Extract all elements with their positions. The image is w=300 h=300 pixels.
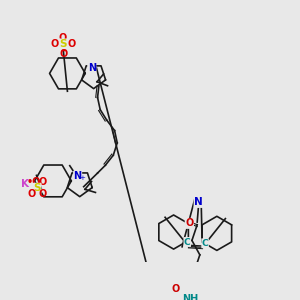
Text: O: O: [59, 33, 67, 43]
Text: O: O: [185, 218, 194, 228]
Text: +: +: [80, 175, 85, 181]
Text: NH: NH: [182, 294, 198, 300]
Text: N: N: [88, 63, 96, 73]
Text: O: O: [28, 189, 36, 199]
Text: O: O: [67, 39, 76, 49]
Text: –: –: [61, 46, 66, 56]
Text: C: C: [184, 238, 190, 247]
Text: C: C: [202, 239, 208, 248]
Text: O: O: [59, 49, 68, 59]
Text: O: O: [50, 39, 59, 49]
Text: S: S: [34, 183, 41, 193]
Text: K: K: [22, 179, 29, 189]
Text: O: O: [171, 284, 180, 294]
Text: O: O: [39, 178, 47, 188]
Text: S: S: [59, 39, 67, 49]
Text: N: N: [74, 171, 82, 181]
Text: •O: •O: [26, 178, 41, 188]
Text: O: O: [38, 189, 46, 199]
Text: N: N: [194, 197, 203, 207]
